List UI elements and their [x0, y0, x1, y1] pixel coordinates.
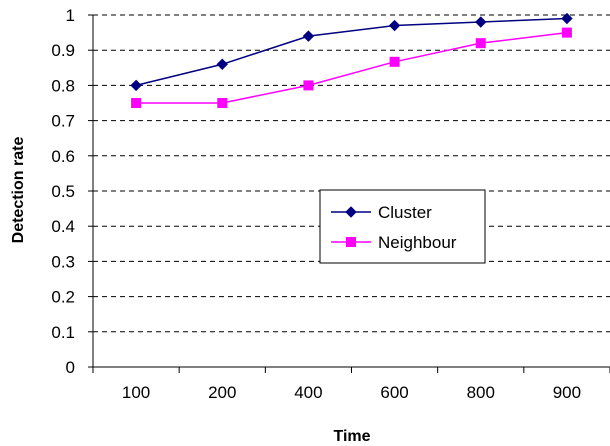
data-point-cluster [388, 19, 401, 32]
y-tick-label: 1 [66, 6, 75, 25]
data-point-cluster [302, 30, 315, 42]
data-point-neighbour [389, 56, 400, 67]
data-point-neighbour [475, 38, 486, 49]
x-tick-label: 900 [553, 383, 581, 402]
y-tick-label: 0 [66, 358, 75, 377]
data-point-cluster [130, 79, 142, 92]
legend-marker-neighbour [346, 237, 356, 247]
x-tick-label: 600 [380, 383, 408, 402]
data-point-cluster [216, 58, 228, 70]
y-tick-label: 0.1 [51, 323, 75, 342]
data-point-neighbour [561, 27, 572, 38]
axes [88, 14, 610, 373]
legend-label-cluster: Cluster [378, 203, 432, 222]
y-tick-label: 0.2 [51, 288, 75, 307]
series-cluster [130, 12, 573, 92]
x-tick-label: 200 [208, 383, 236, 402]
legend-label-neighbour: Neighbour [378, 233, 457, 252]
series-neighbour [131, 27, 572, 108]
data-point-neighbour [217, 98, 228, 108]
legend-marker-cluster [345, 206, 357, 218]
data-point-cluster [475, 16, 487, 28]
y-axis-title: Detection rate [10, 137, 27, 244]
y-tick-label: 0.9 [51, 41, 75, 60]
y-tick-label: 0.5 [51, 182, 75, 201]
y-tick-label: 0.6 [51, 147, 75, 166]
y-tick-label: 0.7 [51, 112, 75, 131]
series-line-neighbour [136, 31, 568, 104]
x-tick-labels: 100 200 400 600 800 900 [122, 383, 581, 402]
x-axis-title: Time [333, 428, 370, 445]
series-line-cluster [135, 17, 567, 87]
y-tick-labels: 0 0.1 0.2 0.3 0.4 0.5 0.6 0.7 0.8 0.9 1 [51, 6, 75, 377]
y-tick-label: 0.8 [51, 76, 75, 95]
x-tick-label: 100 [122, 383, 150, 402]
legend: Cluster Neighbour [319, 189, 486, 264]
x-tick-label: 400 [294, 383, 322, 402]
y-tick-label: 0.4 [51, 217, 75, 236]
gridlines [93, 14, 610, 333]
data-point-cluster [561, 12, 573, 25]
series-group [130, 12, 573, 108]
x-tick-label: 800 [467, 383, 495, 402]
data-point-neighbour [303, 80, 314, 91]
y-tick-label: 0.3 [51, 252, 75, 271]
data-point-neighbour [131, 98, 142, 108]
legend-box [319, 189, 486, 264]
